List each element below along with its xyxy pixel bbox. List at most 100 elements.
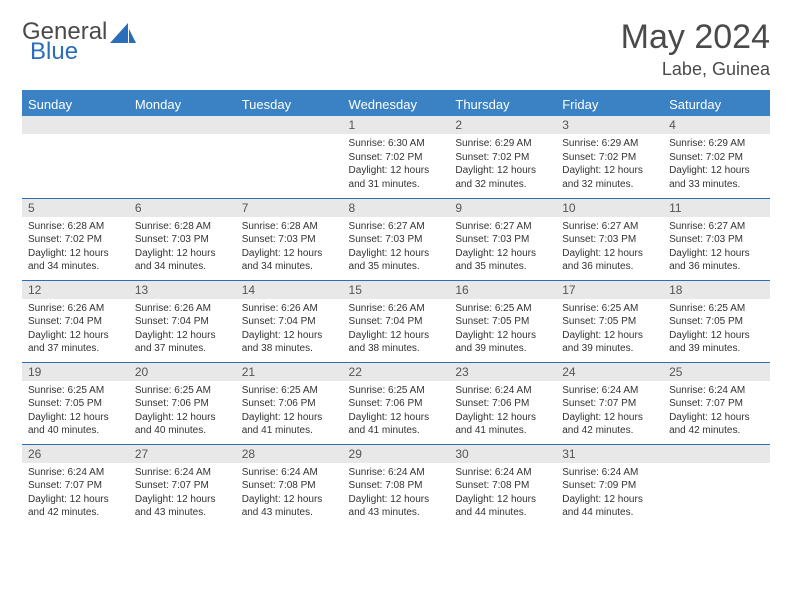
weekday-header: Saturday bbox=[663, 93, 770, 116]
sunset-line: Sunset: 7:08 PM bbox=[349, 479, 444, 493]
daylight-line1: Daylight: 12 hours bbox=[455, 164, 550, 178]
calendar-day-cell: 22Sunrise: 6:25 AMSunset: 7:06 PMDayligh… bbox=[343, 362, 450, 444]
sunrise-line: Sunrise: 6:24 AM bbox=[349, 466, 444, 480]
brand-part2: Blue bbox=[30, 38, 78, 66]
day-number: 28 bbox=[236, 445, 343, 463]
daylight-line2: and 43 minutes. bbox=[242, 506, 337, 520]
day-number bbox=[236, 116, 343, 134]
sunset-line: Sunset: 7:05 PM bbox=[28, 397, 123, 411]
day-content: Sunrise: 6:24 AMSunset: 7:08 PMDaylight:… bbox=[343, 463, 450, 524]
sunset-line: Sunset: 7:06 PM bbox=[135, 397, 230, 411]
sunrise-line: Sunrise: 6:27 AM bbox=[669, 220, 764, 234]
sunset-line: Sunset: 7:04 PM bbox=[28, 315, 123, 329]
day-content: Sunrise: 6:25 AMSunset: 7:05 PMDaylight:… bbox=[556, 299, 663, 360]
day-content: Sunrise: 6:27 AMSunset: 7:03 PMDaylight:… bbox=[449, 217, 556, 278]
daylight-line2: and 44 minutes. bbox=[455, 506, 550, 520]
calendar-day-cell: 8Sunrise: 6:27 AMSunset: 7:03 PMDaylight… bbox=[343, 198, 450, 280]
calendar-day-cell: 31Sunrise: 6:24 AMSunset: 7:09 PMDayligh… bbox=[556, 444, 663, 526]
day-number: 14 bbox=[236, 281, 343, 299]
sunrise-line: Sunrise: 6:24 AM bbox=[135, 466, 230, 480]
weekday-header-row: Sunday Monday Tuesday Wednesday Thursday… bbox=[22, 93, 770, 116]
day-number: 19 bbox=[22, 363, 129, 381]
day-content: Sunrise: 6:29 AMSunset: 7:02 PMDaylight:… bbox=[449, 134, 556, 195]
day-number: 17 bbox=[556, 281, 663, 299]
daylight-line2: and 34 minutes. bbox=[28, 260, 123, 274]
sunset-line: Sunset: 7:04 PM bbox=[135, 315, 230, 329]
sunrise-line: Sunrise: 6:29 AM bbox=[562, 137, 657, 151]
daylight-line1: Daylight: 12 hours bbox=[349, 247, 444, 261]
daylight-line2: and 33 minutes. bbox=[669, 178, 764, 192]
title-block: May 2024 Labe, Guinea bbox=[621, 18, 770, 80]
sunset-line: Sunset: 7:06 PM bbox=[455, 397, 550, 411]
calendar-day-cell bbox=[236, 116, 343, 198]
calendar-day-cell: 21Sunrise: 6:25 AMSunset: 7:06 PMDayligh… bbox=[236, 362, 343, 444]
day-content: Sunrise: 6:25 AMSunset: 7:06 PMDaylight:… bbox=[236, 381, 343, 442]
calendar-day-cell: 16Sunrise: 6:25 AMSunset: 7:05 PMDayligh… bbox=[449, 280, 556, 362]
day-number: 9 bbox=[449, 199, 556, 217]
sunset-line: Sunset: 7:03 PM bbox=[562, 233, 657, 247]
daylight-line2: and 39 minutes. bbox=[669, 342, 764, 356]
day-content bbox=[22, 134, 129, 141]
day-number: 7 bbox=[236, 199, 343, 217]
day-content: Sunrise: 6:28 AMSunset: 7:02 PMDaylight:… bbox=[22, 217, 129, 278]
calendar-day-cell: 1Sunrise: 6:30 AMSunset: 7:02 PMDaylight… bbox=[343, 116, 450, 198]
day-number: 21 bbox=[236, 363, 343, 381]
day-content: Sunrise: 6:27 AMSunset: 7:03 PMDaylight:… bbox=[343, 217, 450, 278]
calendar-day-cell: 9Sunrise: 6:27 AMSunset: 7:03 PMDaylight… bbox=[449, 198, 556, 280]
calendar-day-cell: 14Sunrise: 6:26 AMSunset: 7:04 PMDayligh… bbox=[236, 280, 343, 362]
daylight-line1: Daylight: 12 hours bbox=[349, 164, 444, 178]
month-title: May 2024 bbox=[621, 18, 770, 57]
calendar-day-cell: 28Sunrise: 6:24 AMSunset: 7:08 PMDayligh… bbox=[236, 444, 343, 526]
sunset-line: Sunset: 7:02 PM bbox=[28, 233, 123, 247]
weekday-header: Friday bbox=[556, 93, 663, 116]
daylight-line2: and 37 minutes. bbox=[28, 342, 123, 356]
calendar-day-cell: 24Sunrise: 6:24 AMSunset: 7:07 PMDayligh… bbox=[556, 362, 663, 444]
day-content: Sunrise: 6:29 AMSunset: 7:02 PMDaylight:… bbox=[663, 134, 770, 195]
day-number: 25 bbox=[663, 363, 770, 381]
day-number: 12 bbox=[22, 281, 129, 299]
day-number: 27 bbox=[129, 445, 236, 463]
day-content: Sunrise: 6:24 AMSunset: 7:07 PMDaylight:… bbox=[556, 381, 663, 442]
calendar-day-cell: 11Sunrise: 6:27 AMSunset: 7:03 PMDayligh… bbox=[663, 198, 770, 280]
calendar-week-row: 26Sunrise: 6:24 AMSunset: 7:07 PMDayligh… bbox=[22, 444, 770, 526]
day-number: 16 bbox=[449, 281, 556, 299]
calendar-day-cell: 10Sunrise: 6:27 AMSunset: 7:03 PMDayligh… bbox=[556, 198, 663, 280]
day-content: Sunrise: 6:25 AMSunset: 7:05 PMDaylight:… bbox=[449, 299, 556, 360]
daylight-line1: Daylight: 12 hours bbox=[349, 411, 444, 425]
calendar-week-row: 1Sunrise: 6:30 AMSunset: 7:02 PMDaylight… bbox=[22, 116, 770, 198]
daylight-line1: Daylight: 12 hours bbox=[562, 164, 657, 178]
day-number: 1 bbox=[343, 116, 450, 134]
sunrise-line: Sunrise: 6:27 AM bbox=[455, 220, 550, 234]
calendar-day-cell: 29Sunrise: 6:24 AMSunset: 7:08 PMDayligh… bbox=[343, 444, 450, 526]
daylight-line2: and 41 minutes. bbox=[242, 424, 337, 438]
calendar-day-cell: 30Sunrise: 6:24 AMSunset: 7:08 PMDayligh… bbox=[449, 444, 556, 526]
daylight-line1: Daylight: 12 hours bbox=[562, 247, 657, 261]
day-content: Sunrise: 6:24 AMSunset: 7:07 PMDaylight:… bbox=[663, 381, 770, 442]
sunrise-line: Sunrise: 6:25 AM bbox=[669, 302, 764, 316]
day-content: Sunrise: 6:25 AMSunset: 7:05 PMDaylight:… bbox=[22, 381, 129, 442]
daylight-line1: Daylight: 12 hours bbox=[242, 411, 337, 425]
day-content: Sunrise: 6:26 AMSunset: 7:04 PMDaylight:… bbox=[22, 299, 129, 360]
sunset-line: Sunset: 7:06 PM bbox=[242, 397, 337, 411]
calendar-day-cell: 3Sunrise: 6:29 AMSunset: 7:02 PMDaylight… bbox=[556, 116, 663, 198]
sunrise-line: Sunrise: 6:25 AM bbox=[455, 302, 550, 316]
header: General May 2024 Labe, Guinea bbox=[22, 18, 770, 80]
sunrise-line: Sunrise: 6:27 AM bbox=[349, 220, 444, 234]
sunset-line: Sunset: 7:03 PM bbox=[669, 233, 764, 247]
daylight-line2: and 41 minutes. bbox=[455, 424, 550, 438]
sunrise-line: Sunrise: 6:29 AM bbox=[455, 137, 550, 151]
daylight-line1: Daylight: 12 hours bbox=[562, 411, 657, 425]
day-number: 15 bbox=[343, 281, 450, 299]
day-content: Sunrise: 6:29 AMSunset: 7:02 PMDaylight:… bbox=[556, 134, 663, 195]
sunset-line: Sunset: 7:03 PM bbox=[242, 233, 337, 247]
day-number: 29 bbox=[343, 445, 450, 463]
sunset-line: Sunset: 7:05 PM bbox=[669, 315, 764, 329]
sunrise-line: Sunrise: 6:25 AM bbox=[349, 384, 444, 398]
daylight-line2: and 44 minutes. bbox=[562, 506, 657, 520]
daylight-line2: and 42 minutes. bbox=[28, 506, 123, 520]
sunrise-line: Sunrise: 6:24 AM bbox=[242, 466, 337, 480]
daylight-line1: Daylight: 12 hours bbox=[455, 493, 550, 507]
day-content: Sunrise: 6:28 AMSunset: 7:03 PMDaylight:… bbox=[129, 217, 236, 278]
sunrise-line: Sunrise: 6:24 AM bbox=[455, 384, 550, 398]
daylight-line2: and 37 minutes. bbox=[135, 342, 230, 356]
